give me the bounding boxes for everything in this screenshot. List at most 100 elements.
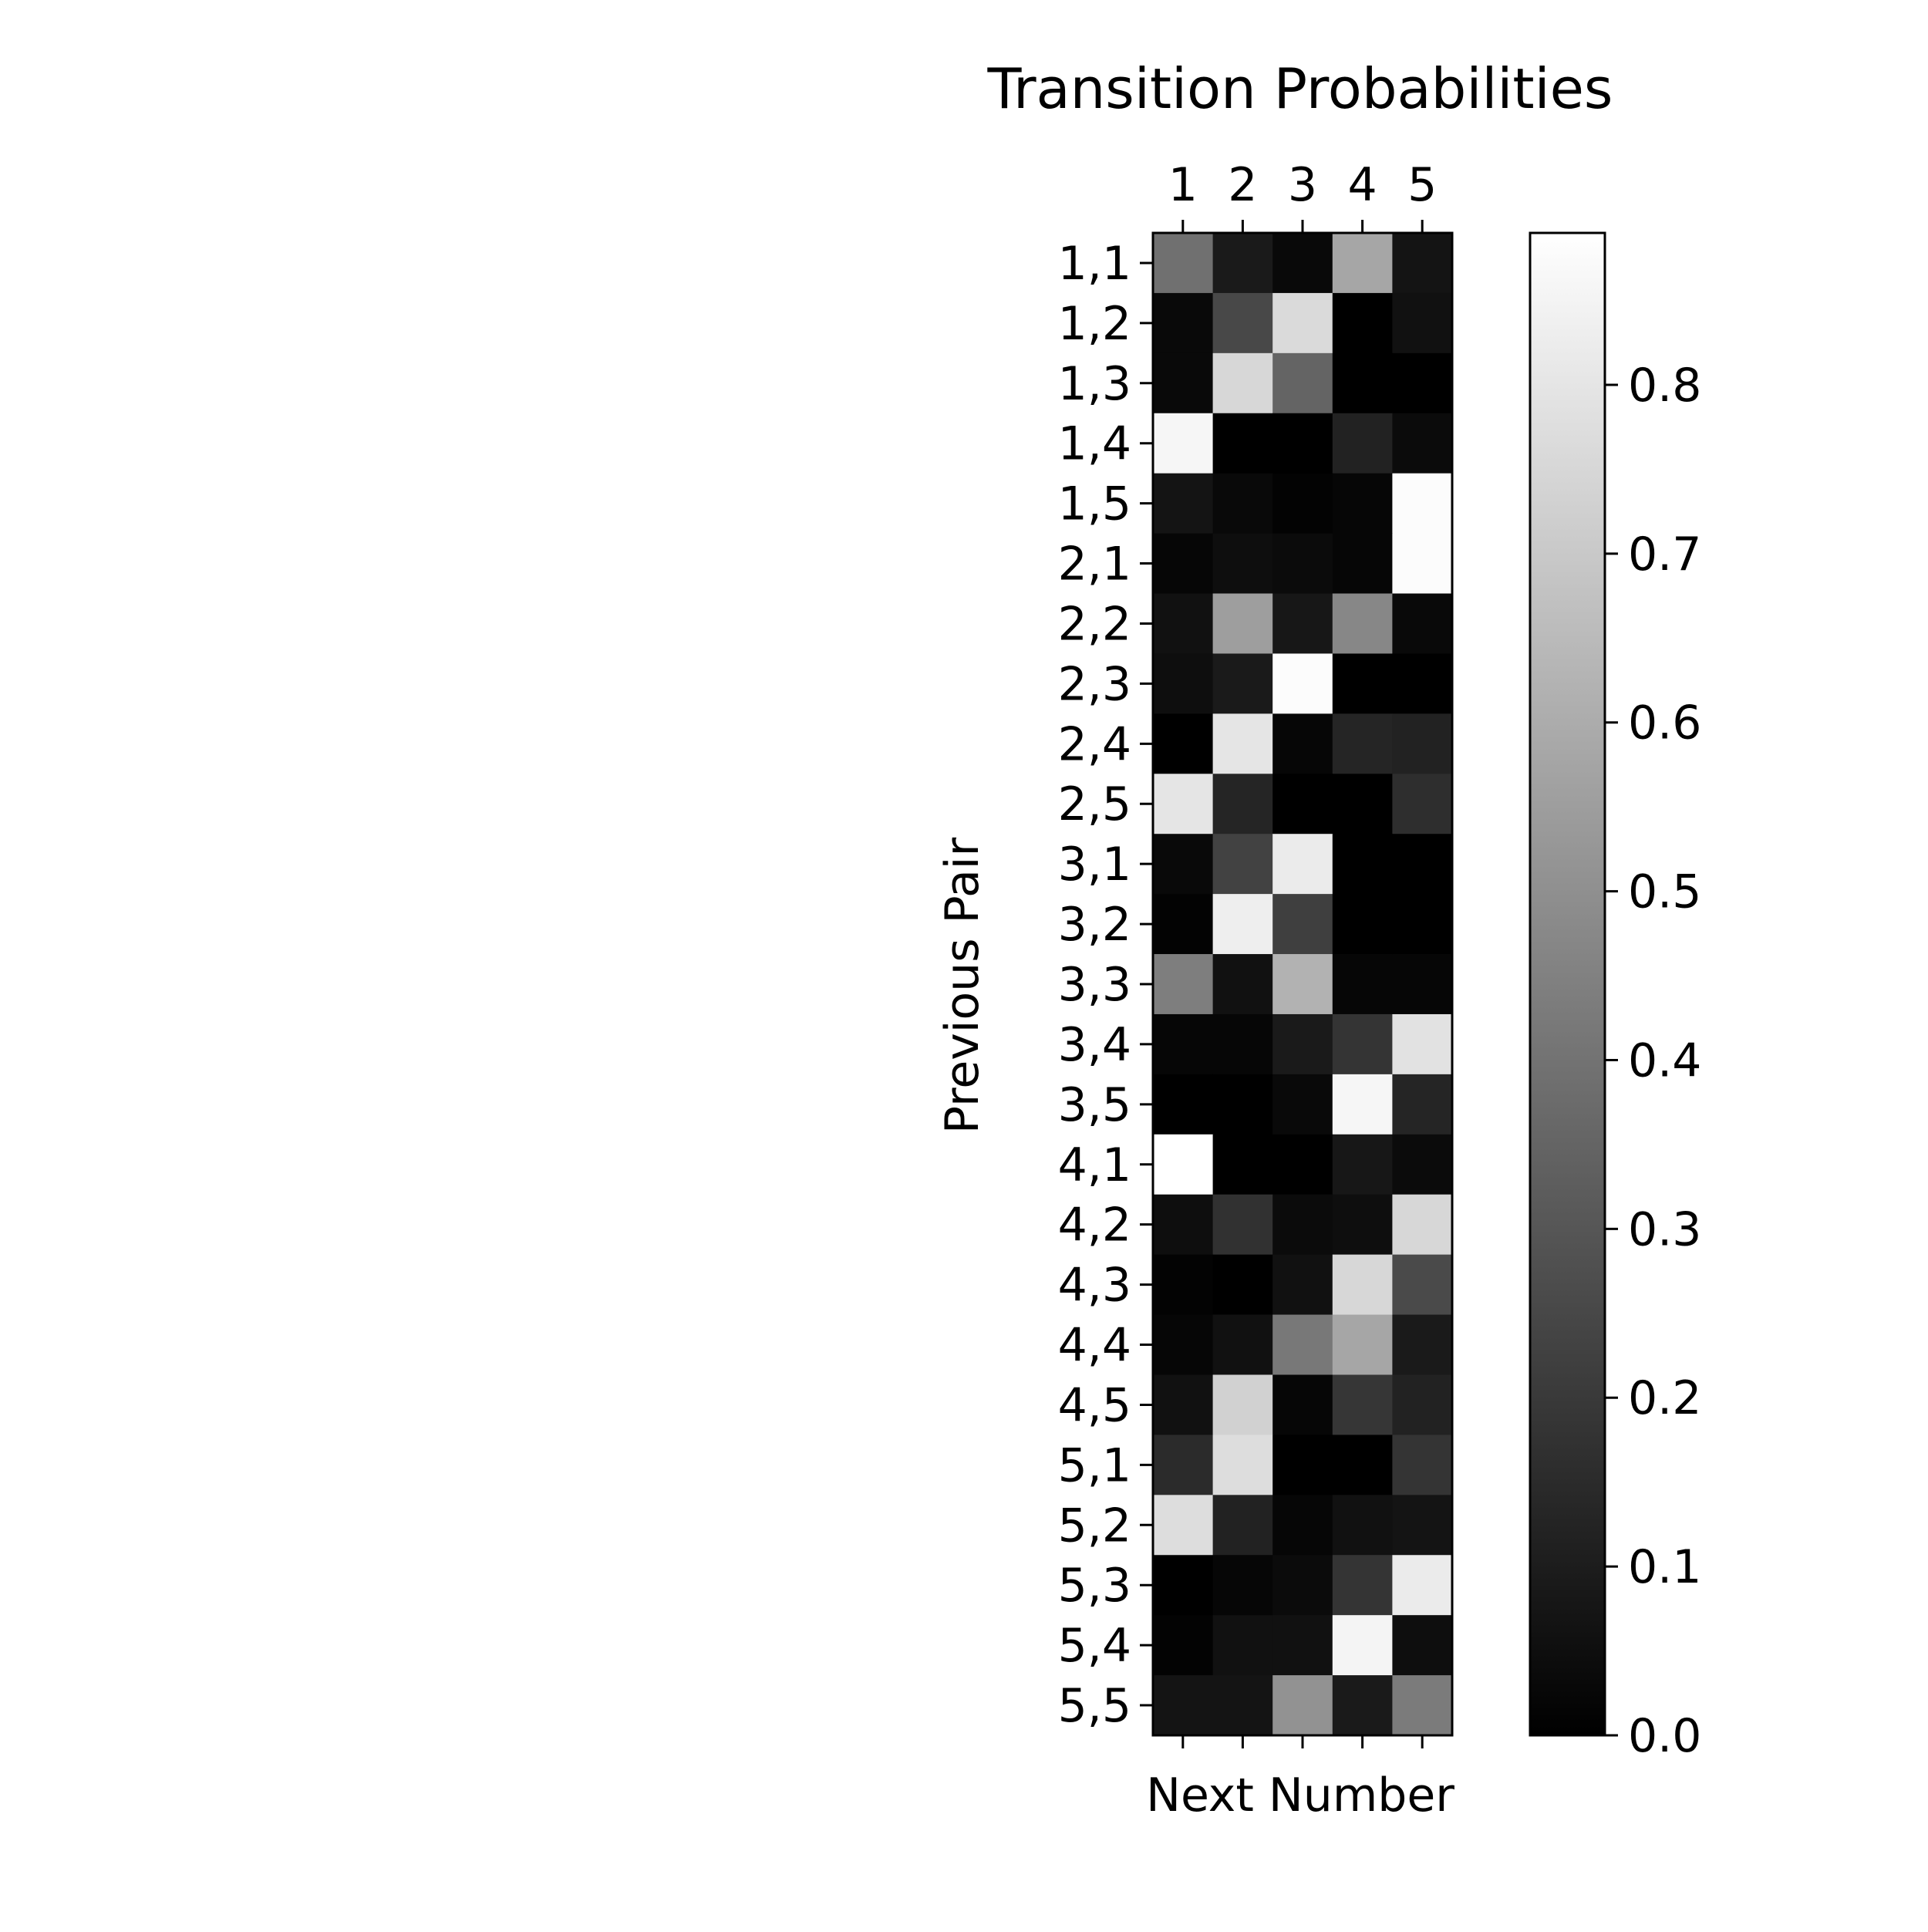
heatmap-cell xyxy=(1332,1314,1393,1376)
heatmap-cell xyxy=(1392,1675,1453,1736)
y-tick-label: 3,4 xyxy=(1058,1018,1131,1072)
heatmap-cell xyxy=(1272,1074,1333,1135)
y-tick-label: 5,5 xyxy=(1058,1679,1131,1733)
y-tick-label: 1,2 xyxy=(1058,297,1131,351)
heatmap-cell xyxy=(1153,1134,1214,1195)
heatmap-cell xyxy=(1153,1013,1214,1075)
heatmap-cell xyxy=(1153,292,1214,354)
heatmap-cell xyxy=(1272,774,1333,835)
heatmap-cell xyxy=(1212,1194,1273,1256)
heatmap-cell xyxy=(1153,653,1214,714)
heatmap-cell xyxy=(1212,834,1273,895)
heatmap-cell xyxy=(1332,1194,1393,1256)
heatmap-cell xyxy=(1392,533,1453,595)
heatmap-cell xyxy=(1272,1013,1333,1075)
heatmap-cell xyxy=(1153,413,1214,474)
heatmap-cell xyxy=(1332,593,1393,655)
heatmap-cell xyxy=(1272,1435,1333,1495)
heatmap-cell xyxy=(1332,894,1393,955)
heatmap-cell xyxy=(1153,593,1214,655)
x-axis-label: Next Number xyxy=(1146,1768,1454,1822)
heatmap-cell xyxy=(1212,1254,1273,1316)
heatmap-cell xyxy=(1212,352,1273,414)
y-tick-label: 4,4 xyxy=(1058,1319,1131,1373)
heatmap-cell xyxy=(1153,1314,1214,1376)
heatmap-cell xyxy=(1392,653,1453,714)
heatmap-cell xyxy=(1272,1254,1333,1316)
heatmap-cell xyxy=(1272,1675,1333,1736)
heatmap-cell xyxy=(1332,713,1393,774)
y-tick-label: 1,4 xyxy=(1058,417,1131,471)
heatmap-cell xyxy=(1153,473,1214,534)
heatmap-cell xyxy=(1392,292,1453,354)
heatmap-cell xyxy=(1392,473,1453,534)
heatmap-cell xyxy=(1212,1555,1273,1616)
heatmap-cell xyxy=(1153,834,1214,895)
heatmap-cell xyxy=(1153,533,1214,595)
heatmap-cell xyxy=(1272,352,1333,414)
heatmap-cell xyxy=(1212,1495,1273,1556)
heatmap-cell xyxy=(1272,1314,1333,1376)
heatmap-cell xyxy=(1212,1074,1273,1135)
heatmap-cell xyxy=(1392,1495,1453,1556)
heatmap-cell xyxy=(1272,954,1333,1015)
heatmap-cell xyxy=(1392,1615,1453,1676)
heatmap-cell xyxy=(1392,1013,1453,1075)
heatmap-cell xyxy=(1332,774,1393,835)
y-tick-label: 5,3 xyxy=(1058,1559,1131,1613)
heatmap-cell xyxy=(1212,1374,1273,1435)
y-axis-ticks: 1,1 1,2 1,3 1,4 1,5 2,12,2 2,3 2,4 2,5 3,1 3,2 3,3 3… xyxy=(1058,237,1153,1733)
y-tick-label: 3,1 xyxy=(1058,838,1131,892)
colorbar-tick-label: 0.2 xyxy=(1628,1371,1701,1425)
heatmap-cell xyxy=(1212,1675,1273,1736)
heatmap-cell xyxy=(1392,834,1453,895)
heatmap-cell xyxy=(1153,1374,1214,1435)
heatmap-cells xyxy=(1153,233,1453,1736)
heatmap-cell xyxy=(1392,233,1453,294)
heatmap-cell xyxy=(1332,1555,1393,1616)
heatmap-cell xyxy=(1212,894,1273,955)
y-tick-label: 4,1 xyxy=(1058,1138,1131,1192)
heatmap-cell xyxy=(1153,1555,1214,1616)
heatmap-cell xyxy=(1272,413,1333,474)
heatmap-cell xyxy=(1392,1555,1453,1616)
heatmap-cell xyxy=(1153,1074,1214,1135)
y-axis-label: Previous Pair xyxy=(935,838,989,1135)
heatmap-cell xyxy=(1392,413,1453,474)
heatmap-cell xyxy=(1272,894,1333,955)
heatmap-cell xyxy=(1392,1314,1453,1376)
heatmap-cell xyxy=(1212,413,1273,474)
heatmap-cell xyxy=(1332,653,1393,714)
heatmap-cell xyxy=(1332,1495,1393,1556)
y-tick-label: 4,5 xyxy=(1058,1378,1131,1432)
heatmap-cell xyxy=(1392,1374,1453,1435)
heatmap-cell xyxy=(1332,233,1393,294)
heatmap-cell xyxy=(1153,1435,1214,1495)
heatmap-cell xyxy=(1332,1134,1393,1195)
heatmap-cell xyxy=(1153,954,1214,1015)
heatmap-cell xyxy=(1332,1074,1393,1135)
heatmap-cell xyxy=(1212,1435,1273,1495)
heatmap-cell xyxy=(1392,713,1453,774)
heatmap-cell xyxy=(1272,233,1333,294)
colorbar-tick-label: 0.1 xyxy=(1628,1540,1701,1594)
y-tick-label: 2,3 xyxy=(1058,657,1131,711)
heatmap-cell xyxy=(1153,1254,1214,1316)
heatmap-cell xyxy=(1392,352,1453,414)
heatmap-cell xyxy=(1212,1013,1273,1075)
heatmap-cell xyxy=(1332,834,1393,895)
x-tick-label: 2 xyxy=(1228,158,1257,212)
y-tick-label: 1,3 xyxy=(1058,357,1131,411)
heatmap-cell xyxy=(1212,292,1273,354)
heatmap-cell xyxy=(1332,292,1393,354)
heatmap-cell xyxy=(1392,593,1453,655)
heatmap-cell xyxy=(1272,1615,1333,1676)
x-tick-label: 1 xyxy=(1168,158,1198,212)
heatmap-cell xyxy=(1272,593,1333,655)
y-tick-label: 4,2 xyxy=(1058,1199,1131,1253)
heatmap-cell xyxy=(1272,533,1333,595)
heatmap-cell xyxy=(1272,1374,1333,1435)
heatmap-cell xyxy=(1153,1495,1214,1556)
